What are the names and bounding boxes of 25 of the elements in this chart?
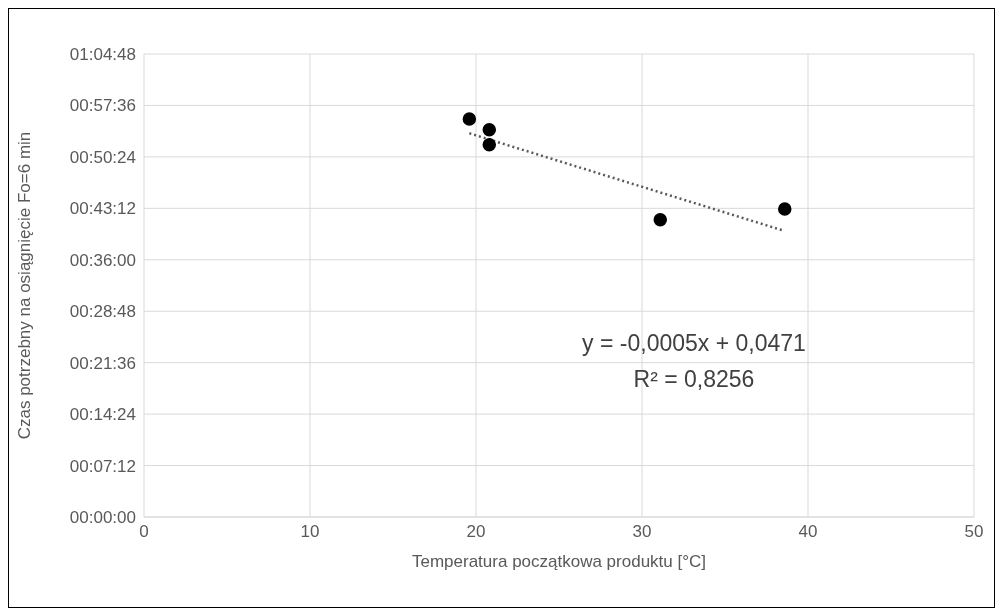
y-tick-label: 00:28:48 xyxy=(69,302,136,322)
point xyxy=(482,122,497,137)
y-axis-title: Czas potrzebny na osiągnięcie Fo=6 min xyxy=(15,131,35,440)
point xyxy=(778,202,792,216)
x-tick-label: 50 xyxy=(964,522,984,542)
y-tick-label: 01:04:48 xyxy=(69,45,136,65)
point xyxy=(653,213,668,227)
point xyxy=(462,112,477,126)
y-tick-label: 00:14:24 xyxy=(69,405,136,425)
y-tick-label: 00:43:12 xyxy=(69,199,136,219)
x-tick-label: 20 xyxy=(466,522,486,542)
x-tick-label: 0 xyxy=(139,522,149,542)
y-tick-label: 00:00:00 xyxy=(69,508,136,528)
y-tick-label: 00:07:12 xyxy=(69,456,136,476)
x-axis-title: Temperatura początkowa produktu [°C] xyxy=(411,552,707,571)
y-tick-label: 00:36:00 xyxy=(69,250,136,270)
point xyxy=(482,137,497,152)
annotation: y = -0,0005x + 0,0471 xyxy=(581,329,807,358)
annotation: R² = 0,8256 xyxy=(632,365,756,394)
x-tick-label: 30 xyxy=(632,522,652,542)
y-tick-label: 00:57:36 xyxy=(69,96,136,116)
x-tick-label: 10 xyxy=(300,522,320,542)
y-tick-label: 00:21:36 xyxy=(69,353,136,373)
x-tick-label: 40 xyxy=(798,522,818,542)
y-tick-label: 00:50:24 xyxy=(69,147,136,167)
